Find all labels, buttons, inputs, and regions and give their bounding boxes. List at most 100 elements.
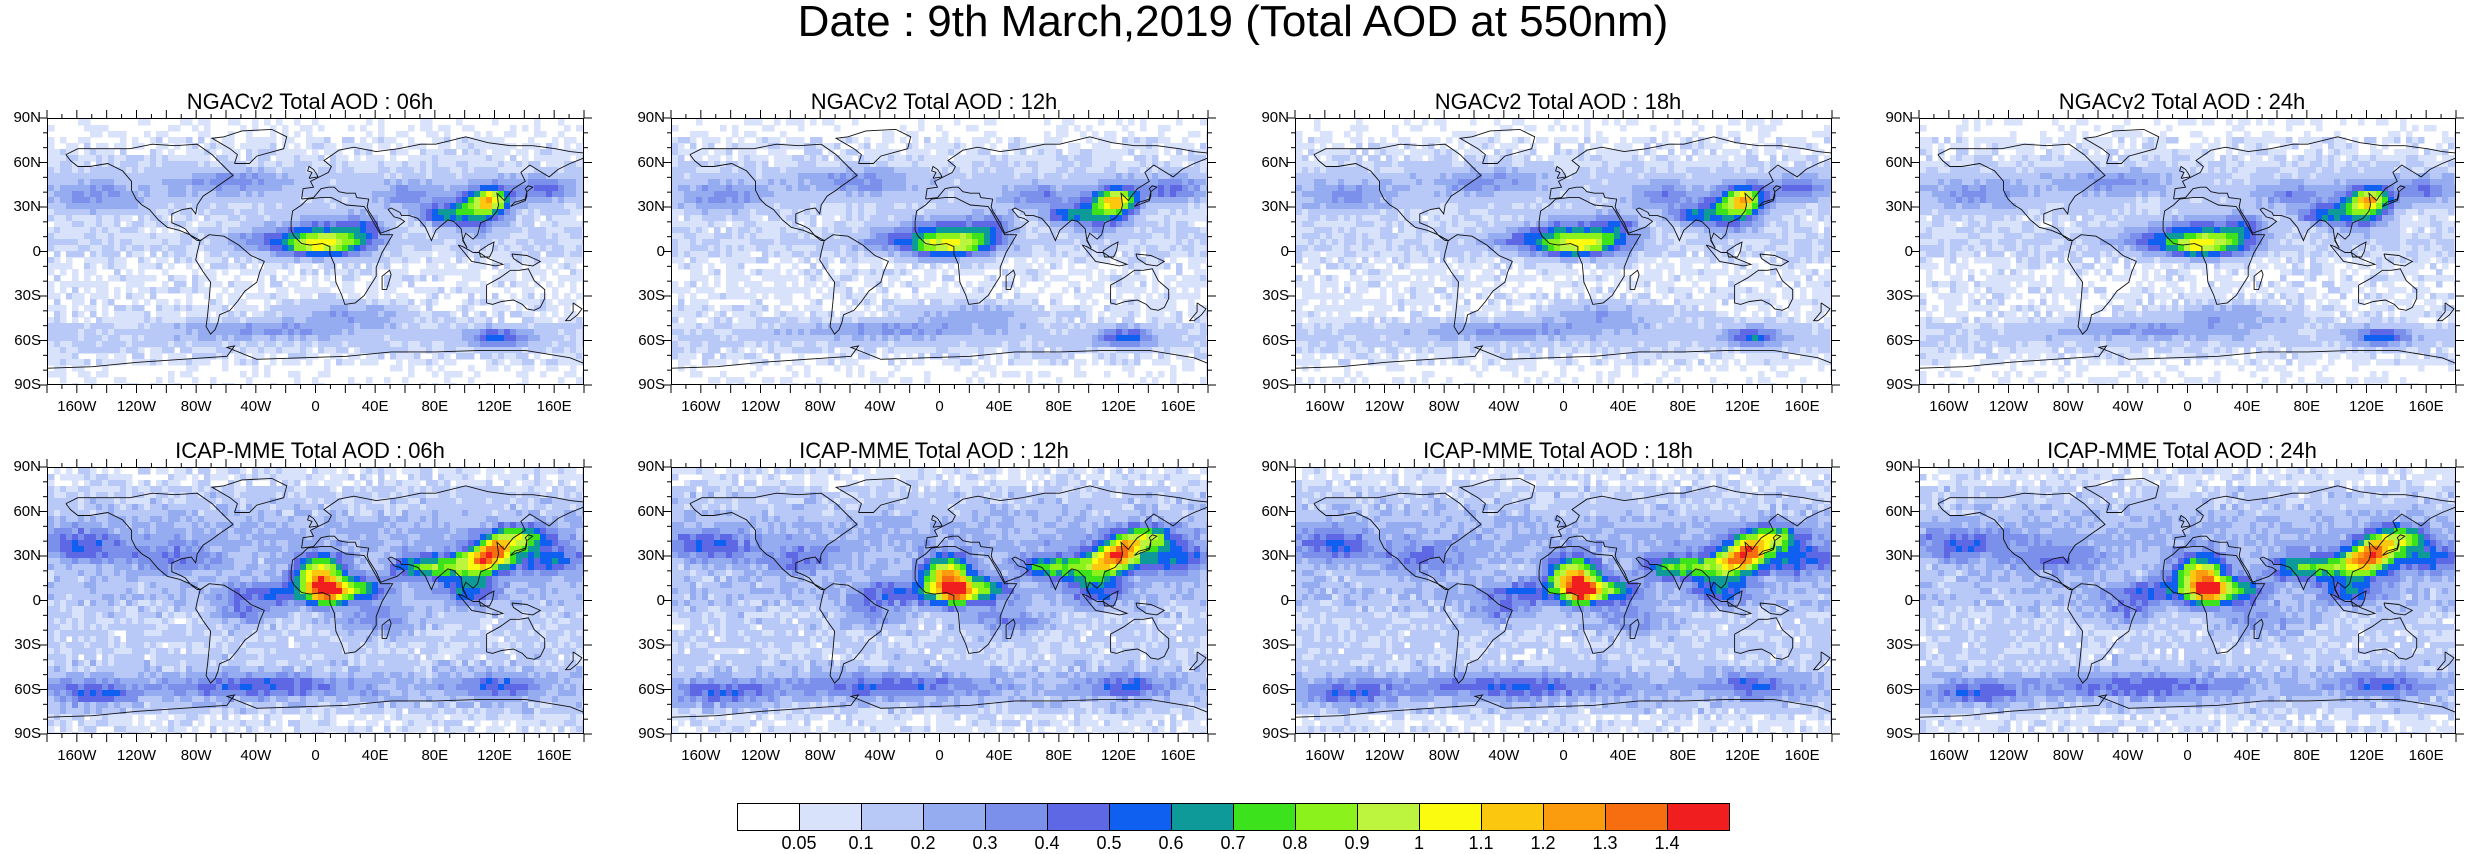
lat-tick-label: 60S (1249, 682, 1289, 698)
colorbar-swatch (923, 803, 986, 831)
lon-tick-label: 0 (2158, 399, 2218, 415)
lon-tick-label: 0 (286, 399, 346, 415)
lon-tick-label: 120E (1089, 748, 1149, 764)
lon-tick-label: 160W (1919, 748, 1979, 764)
lon-tick-label: 120E (1713, 748, 1773, 764)
lat-tick-label: 90N (625, 459, 665, 475)
lat-tick-label: 90N (1, 459, 41, 475)
lat-tick-label: 90S (1873, 377, 1913, 393)
lat-tick-label: 30S (1, 288, 41, 304)
lon-tick-label: 40W (2098, 399, 2158, 415)
lon-tick-label: 120W (731, 399, 791, 415)
colorbar-swatch (1295, 803, 1358, 831)
panel-title: NGACv2 Total AOD : 18h (1248, 90, 1868, 114)
lon-tick-label: 80E (2277, 399, 2337, 415)
lon-tick-label: 40E (2217, 748, 2277, 764)
aod-map (1295, 467, 1832, 734)
lat-tick-label: 0 (1249, 593, 1289, 609)
lon-tick-label: 80W (166, 748, 226, 764)
lat-tick-label: 90N (1873, 459, 1913, 475)
lon-tick-label: 160E (1772, 748, 1832, 764)
lon-tick-label: 120E (2337, 399, 2397, 415)
lat-tick-label: 30S (625, 288, 665, 304)
lon-tick-label: 40W (850, 748, 910, 764)
lat-tick-label: 30S (1249, 288, 1289, 304)
lon-tick-label: 160E (524, 748, 584, 764)
panel-title: ICAP-MME Total AOD : 18h (1248, 439, 1868, 463)
aod-map (47, 118, 584, 385)
lon-tick-label: 80W (1414, 748, 1474, 764)
colorbar-label: 0.8 (1270, 833, 1320, 854)
lon-tick-label: 160W (47, 748, 107, 764)
lat-tick-label: 30S (1873, 637, 1913, 653)
lat-tick-label: 60N (1249, 504, 1289, 520)
lon-tick-label: 40W (2098, 748, 2158, 764)
lon-tick-label: 80E (405, 399, 465, 415)
lon-tick-label: 0 (910, 748, 970, 764)
aod-map (671, 118, 1208, 385)
lat-tick-label: 60N (1, 504, 41, 520)
lat-tick-label: 0 (1, 593, 41, 609)
lat-tick-label: 60N (625, 504, 665, 520)
lat-tick-label: 60S (625, 333, 665, 349)
panel-title: NGACv2 Total AOD : 24h (1872, 90, 2466, 114)
lat-tick-label: 0 (625, 244, 665, 260)
lon-tick-label: 0 (1534, 399, 1594, 415)
lon-tick-label: 80E (1029, 748, 1089, 764)
colorbar-swatch (799, 803, 862, 831)
lon-tick-label: 40W (226, 399, 286, 415)
colorbar-label: 0.7 (1208, 833, 1258, 854)
colorbar-swatch (737, 803, 800, 831)
lon-tick-label: 120W (107, 748, 167, 764)
colorbar-swatch (1357, 803, 1420, 831)
aod-map (1919, 118, 2456, 385)
lat-tick-label: 30S (1249, 637, 1289, 653)
lat-tick-label: 30N (1, 199, 41, 215)
lat-tick-label: 60N (625, 155, 665, 171)
lat-tick-label: 90N (1, 110, 41, 126)
lon-tick-label: 40E (345, 399, 405, 415)
lon-tick-label: 120E (1713, 399, 1773, 415)
lon-tick-label: 120W (731, 748, 791, 764)
colorbar-label: 0.3 (960, 833, 1010, 854)
lon-tick-label: 40E (1593, 399, 1653, 415)
lat-tick-label: 90N (1249, 459, 1289, 475)
lat-tick-label: 60N (1, 155, 41, 171)
lon-tick-label: 80W (790, 748, 850, 764)
aod-map (47, 467, 584, 734)
lat-tick-label: 60N (1249, 155, 1289, 171)
lat-tick-label: 0 (1249, 244, 1289, 260)
lat-tick-label: 90S (1873, 726, 1913, 742)
lat-tick-label: 90S (1, 726, 41, 742)
colorbar-swatch (1419, 803, 1482, 831)
lon-tick-label: 0 (2158, 748, 2218, 764)
colorbar-swatch (1109, 803, 1172, 831)
lat-tick-label: 30N (1249, 548, 1289, 564)
lat-tick-label: 30N (1249, 199, 1289, 215)
aod-map (1919, 467, 2456, 734)
lat-tick-label: 60N (1873, 155, 1913, 171)
lat-tick-label: 0 (1, 244, 41, 260)
colorbar-label: 1.2 (1518, 833, 1568, 854)
lat-tick-label: 0 (1873, 244, 1913, 260)
lat-tick-label: 60S (1873, 682, 1913, 698)
lon-tick-label: 120W (107, 399, 167, 415)
panel-title: ICAP-MME Total AOD : 06h (0, 439, 620, 463)
page-title: Date : 9th March,2019 (Total AOD at 550n… (0, 0, 2466, 50)
lon-tick-label: 40W (1474, 399, 1534, 415)
lon-tick-label: 80E (1653, 748, 1713, 764)
lon-tick-label: 120E (465, 748, 525, 764)
colorbar-label: 0.9 (1332, 833, 1382, 854)
lat-tick-label: 60S (1249, 333, 1289, 349)
lat-tick-label: 30S (1, 637, 41, 653)
lon-tick-label: 40E (969, 399, 1029, 415)
lat-tick-label: 0 (625, 593, 665, 609)
lat-tick-label: 30N (1873, 199, 1913, 215)
lat-tick-label: 90N (625, 110, 665, 126)
lat-tick-label: 30N (625, 548, 665, 564)
lon-tick-label: 40E (1593, 748, 1653, 764)
colorbar-swatch (1605, 803, 1668, 831)
